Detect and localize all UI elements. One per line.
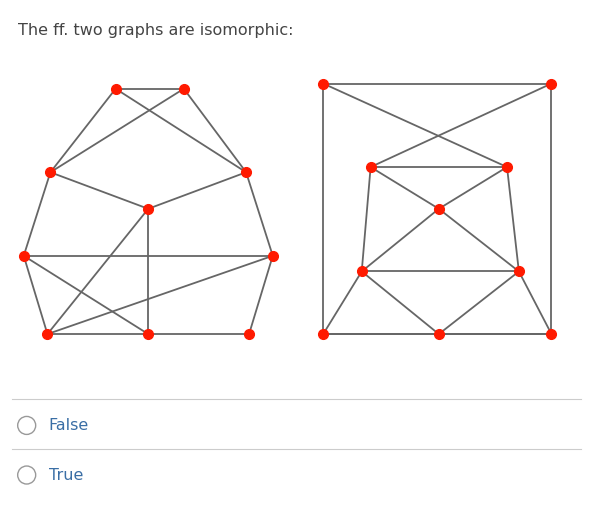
Text: True: True [49, 468, 83, 482]
Text: The ff. two graphs are isomorphic:: The ff. two graphs are isomorphic: [18, 23, 294, 39]
Text: False: False [49, 418, 89, 433]
